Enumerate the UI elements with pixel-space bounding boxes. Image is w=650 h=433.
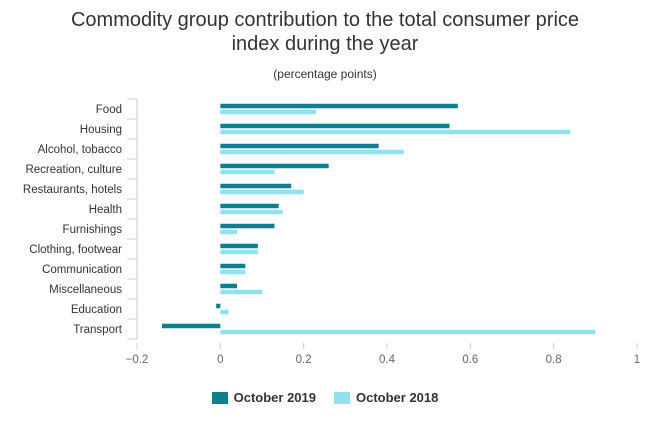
x-tick-label: −0.2 [126,354,149,366]
bar-october-2018-alcohol-tobacco [220,149,404,155]
chart-title-line-1: Commodity group contribution to the tota… [70,9,580,31]
legend-item-october-2018[interactable]: October 2018 [334,390,438,405]
x-tick-label: 0.6 [462,354,478,366]
bar-october-2018-food [220,109,317,115]
bar-october-2019-food [220,103,458,109]
bar-october-2018-furnishings [220,229,237,235]
legend: October 2019 October 2018 [0,390,650,405]
category-label-transport: Transport [73,324,123,336]
category-label-miscellaneous: Miscellaneous [49,284,122,296]
chart-title: Commodity group contribution to the tota… [0,8,650,56]
bar-october-2018-recreation-culture [220,169,275,175]
bar-october-2018-transport [220,329,596,335]
bar-october-2018-miscellaneous [220,289,262,295]
bar-october-2019-transport [162,323,221,329]
bar-october-2019-communication [220,263,246,269]
chart-subtitle: (percentage points) [273,67,377,81]
x-tick-label: 0.4 [379,354,396,366]
category-label-recreation-culture: Recreation, culture [25,164,122,176]
category-label-communication: Communication [42,264,122,276]
bar-october-2019-alcohol-tobacco [220,143,379,149]
category-label-education: Education [71,304,122,316]
legend-item-october-2019[interactable]: October 2019 [211,390,316,405]
x-tick-label: 1 [634,354,640,366]
bar-october-2019-furnishings [220,223,275,229]
category-label-food: Food [96,104,122,116]
category-label-housing: Housing [80,124,122,136]
x-tick-label: 0 [217,354,223,366]
bar-october-2018-clothing-footwear [220,249,258,255]
bar-october-2018-education [220,309,229,315]
legend-label-october-2018: October 2018 [356,390,439,405]
bar-october-2018-restaurants-hotels [220,189,304,195]
category-label-health: Health [89,204,122,216]
legend-swatch-october-2018 [334,391,350,404]
chart-title-line-2: index during the year [231,33,419,55]
legend-swatch-october-2019 [211,391,228,404]
legend-label-october-2019: October 2019 [233,390,316,405]
bar-october-2018-health [220,209,283,215]
bar-october-2019-clothing-footwear [220,243,258,249]
bar-october-2019-miscellaneous [220,283,237,289]
x-tick-label: 0.2 [296,354,312,366]
bar-october-2019-health [220,203,279,209]
bar-october-2019-recreation-culture [220,163,329,169]
bar-october-2019-education [216,303,221,309]
x-tick-label: 0.8 [546,354,562,366]
category-label-furnishings: Furnishings [63,224,123,236]
bar-october-2019-housing [220,123,450,129]
bar-october-2019-restaurants-hotels [220,183,292,189]
category-label-restaurants-hotels: Restaurants, hotels [23,184,122,196]
category-label-alcohol-tobacco: Alcohol, tobacco [38,144,122,156]
category-label-clothing-footwear: Clothing, footwear [29,244,122,256]
bar-october-2018-communication [220,269,246,275]
bar-october-2018-housing [220,129,571,135]
